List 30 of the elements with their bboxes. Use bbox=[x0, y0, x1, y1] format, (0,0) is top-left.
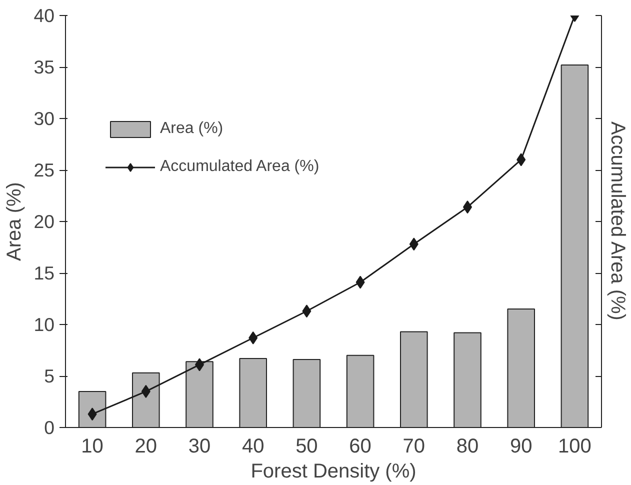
y-tick-label: 0 bbox=[44, 417, 55, 438]
x-tick-label: 20 bbox=[134, 436, 158, 458]
point bbox=[409, 238, 418, 251]
x-tick-label: 50 bbox=[296, 436, 318, 458]
x-tick-label: 100 bbox=[558, 436, 592, 458]
x-tick-label: 90 bbox=[510, 436, 532, 458]
y-tick-label: 40 bbox=[34, 5, 55, 26]
legend-label: Area (%) bbox=[160, 120, 224, 138]
point bbox=[302, 304, 312, 318]
point bbox=[356, 276, 365, 289]
y-tick-label: 15 bbox=[34, 262, 55, 284]
x-tick-label: 80 bbox=[456, 436, 479, 458]
x-tick-label: 70 bbox=[402, 436, 426, 458]
x-tick-label: 60 bbox=[349, 436, 372, 458]
x-tick-label: 10 bbox=[81, 436, 104, 458]
point bbox=[516, 153, 526, 166]
y-axis-title: Area (%) bbox=[4, 182, 26, 261]
y-tick-label: 5 bbox=[44, 366, 55, 386]
y-tick-label: 25 bbox=[34, 160, 55, 180]
y-tick-label: 30 bbox=[34, 108, 55, 129]
point bbox=[141, 384, 150, 398]
y2-axis-title: Accumulated Area (%) bbox=[606, 121, 628, 320]
y-tick-label: 10 bbox=[34, 314, 55, 335]
y-tick-label: 20 bbox=[34, 211, 55, 232]
x-tick-label: 30 bbox=[188, 436, 211, 458]
y-tick-label: 35 bbox=[34, 56, 55, 78]
legend-label: Accumulated Area (%) bbox=[160, 158, 320, 176]
x-tick-label: 40 bbox=[242, 436, 264, 458]
point bbox=[248, 331, 258, 344]
x-axis-title: Forest Density (%) bbox=[250, 460, 416, 482]
